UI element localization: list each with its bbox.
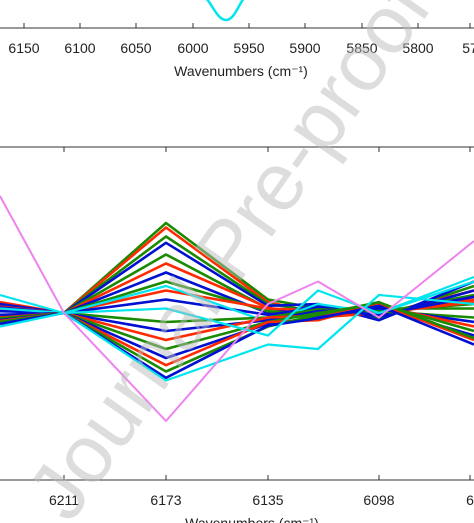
bottom-tick-label: 6173 <box>150 492 181 508</box>
bottom-panel-tick-labels: 6211 6173 6135 6098 6 <box>49 492 474 508</box>
top-tick-label: 6000 <box>177 40 208 56</box>
top-tick-label: 5900 <box>289 40 320 56</box>
top-panel-cyan-trace <box>205 0 245 22</box>
top-panel-tick-labels: 6150 6100 6050 6000 5950 5900 5850 5800 57 <box>8 40 474 56</box>
bottom-panel-ticks <box>63 475 471 480</box>
bottom-panel-series <box>0 195 474 422</box>
top-tick-label: 5800 <box>402 40 433 56</box>
top-panel-x-axis-label: Wavenumbers (cm⁻¹) <box>174 63 308 79</box>
bottom-panel-x-axis-label: Wavenumbers (cm⁻¹) <box>185 515 319 523</box>
top-panel-ticks <box>23 23 471 28</box>
bottom-tick-label: 6098 <box>363 492 394 508</box>
top-tick-label: 6050 <box>120 40 151 56</box>
top-tick-label: 5850 <box>346 40 377 56</box>
top-tick-label: 6100 <box>64 40 95 56</box>
series-line-violet <box>0 195 474 422</box>
bottom-tick-label: 6 <box>466 492 474 508</box>
top-tick-label: 57 <box>462 40 474 56</box>
top-tick-label: 5950 <box>233 40 264 56</box>
top-panel: 6150 6100 6050 6000 5950 5900 5850 5800 57 Waven… <box>0 0 474 79</box>
bottom-tick-label: 6211 <box>49 492 79 508</box>
bottom-panel: 6211 6173 6135 6098 6 Wavenumbers (cm⁻¹) <box>0 146 474 523</box>
top-tick-label: 6150 <box>8 40 39 56</box>
bottom-panel-top-ticks <box>63 147 471 152</box>
bottom-tick-label: 6135 <box>252 492 283 508</box>
